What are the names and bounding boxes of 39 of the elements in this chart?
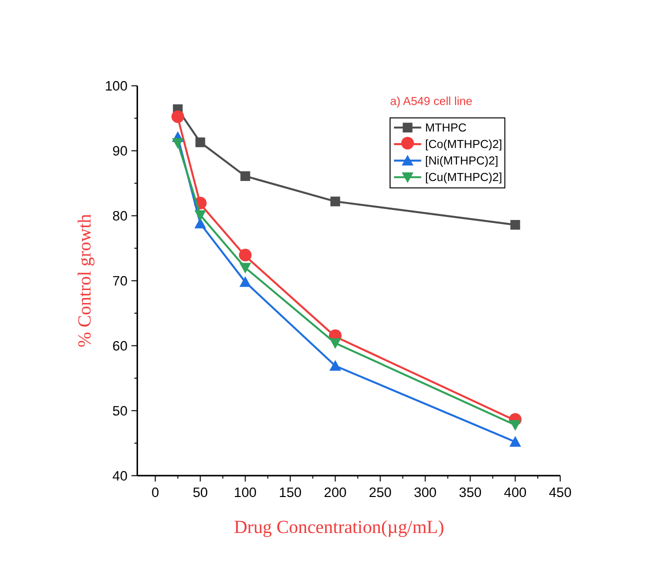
point xyxy=(509,436,522,447)
y-tick-label: 60 xyxy=(112,338,128,354)
point xyxy=(239,262,252,274)
x-tick-label: 200 xyxy=(324,485,348,500)
y-tick-label: 40 xyxy=(112,468,128,484)
legend-label: [Co(MTHPC)2] xyxy=(425,138,502,152)
x-tick-label: 150 xyxy=(278,485,302,500)
point xyxy=(194,218,206,228)
y-tick-label: 70 xyxy=(112,274,128,289)
point xyxy=(194,210,206,221)
point xyxy=(172,138,184,149)
y-axis-title: % Control growth xyxy=(74,214,95,348)
y-tick-label: 100 xyxy=(104,78,128,94)
text: a) A549 cell line xyxy=(390,95,472,108)
y-tick-label: 90 xyxy=(112,144,128,159)
point xyxy=(238,248,252,262)
legend-label: [Ni(MTHPC)2] xyxy=(425,154,498,168)
y-tick-label: 80 xyxy=(112,208,128,224)
point xyxy=(509,420,522,431)
point xyxy=(329,338,342,349)
point xyxy=(330,196,340,206)
x-axis-title: Drug Concentration(µg/mL) xyxy=(234,517,444,538)
point xyxy=(239,276,252,287)
y-tick-label: 50 xyxy=(112,404,128,419)
x-tick-label: 450 xyxy=(548,485,572,500)
point xyxy=(240,171,250,181)
x-tick-label: 400 xyxy=(504,485,528,500)
point xyxy=(329,360,342,371)
x-tick-label: 0 xyxy=(152,485,160,500)
x-tick-label: 250 xyxy=(368,485,392,500)
point xyxy=(171,110,184,123)
x-tick-label: 300 xyxy=(414,485,438,500)
point xyxy=(510,220,520,230)
x-tick-label: 100 xyxy=(234,485,258,500)
x-tick-label: 50 xyxy=(192,485,208,500)
point xyxy=(195,137,206,148)
x-tick-label: 350 xyxy=(458,485,482,500)
legend-label: [Cu(MTHPC)2] xyxy=(425,171,502,184)
legend-label: MTHPC xyxy=(425,121,467,134)
